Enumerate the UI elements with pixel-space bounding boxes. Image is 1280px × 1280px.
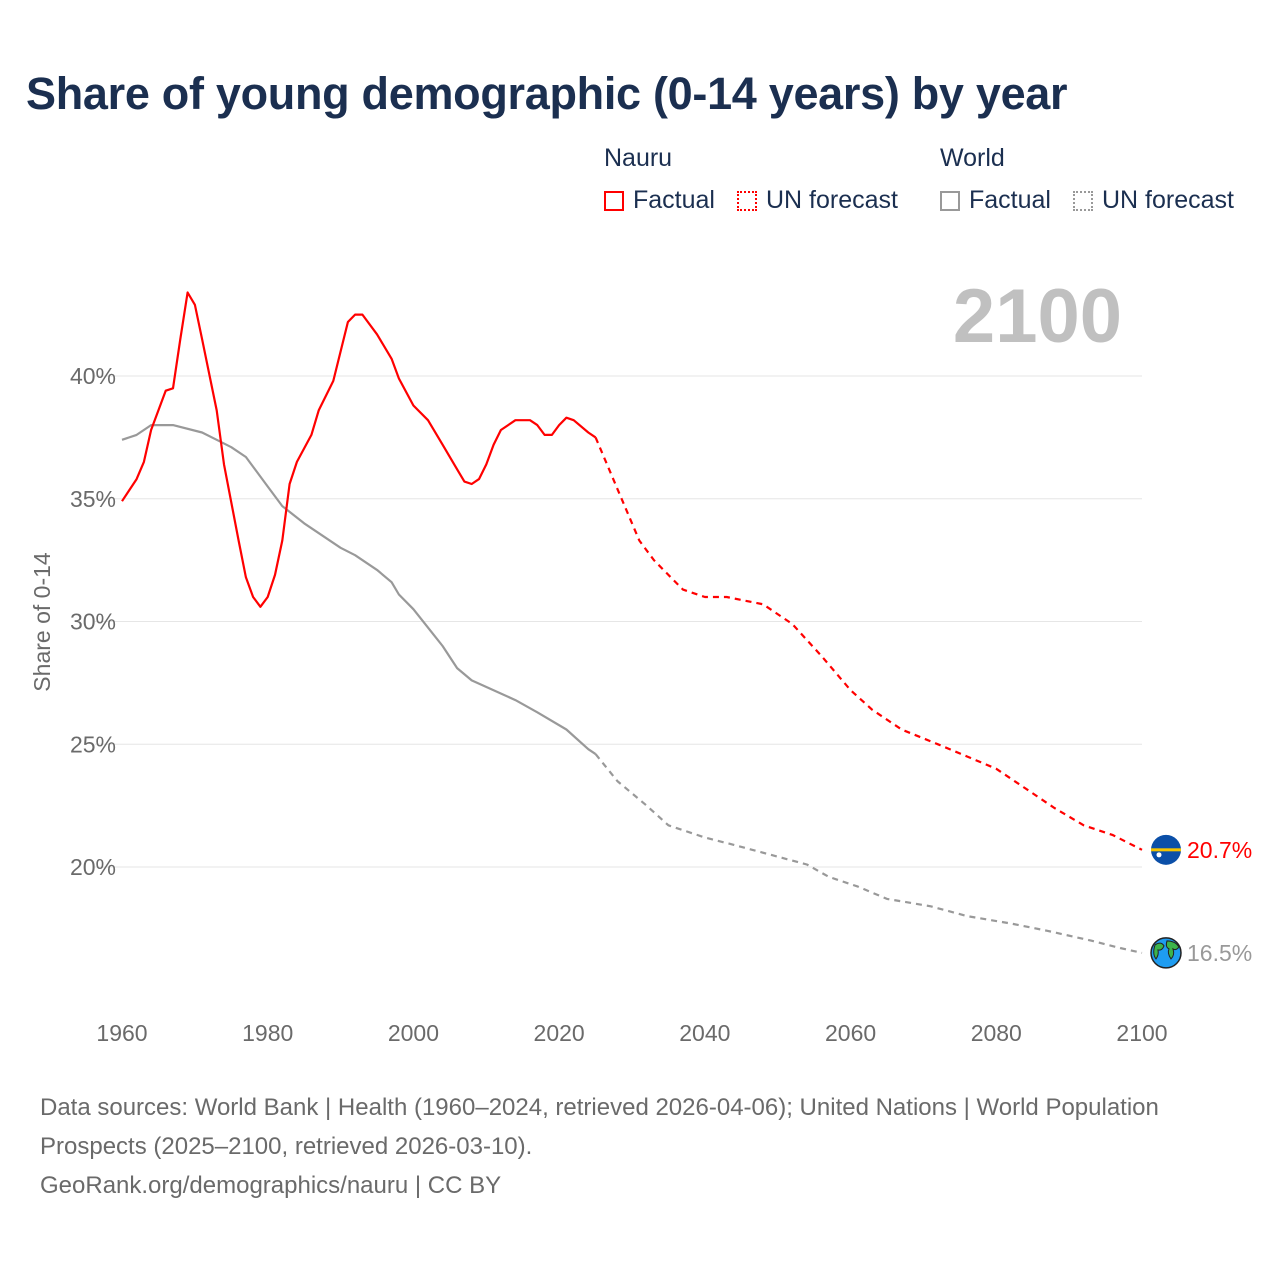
legend-world-title: World (940, 144, 1005, 172)
x-tick-label: 2020 (534, 1020, 585, 1046)
x-tick-label: 2000 (388, 1020, 439, 1046)
y-tick-label: 30% (70, 609, 116, 635)
end-value-label: 16.5% (1187, 940, 1252, 966)
data-sources: Data sources: World Bank | Health (1960–… (40, 1094, 1159, 1160)
x-tick-label: 2080 (971, 1020, 1022, 1046)
y-axis-label: Share of 0-14 (29, 552, 55, 692)
x-tick-label: 2040 (679, 1020, 730, 1046)
globe-land (1153, 942, 1165, 960)
legend-label: UN forecast (766, 186, 898, 214)
y-tick-label: 40% (70, 363, 116, 389)
y-tick-label: 25% (70, 731, 116, 757)
nauru-flag-icon (1151, 834, 1181, 865)
chart-title: Share of young demographic (0-14 years) … (26, 68, 1068, 119)
flag-star (1156, 852, 1162, 858)
legend-nauru-forecast[interactable]: UN forecast (737, 186, 898, 215)
year-display: 2100 (953, 274, 1122, 359)
credit-link[interactable]: GeoRank.org/demographics/nauru | CC BY (40, 1172, 502, 1199)
flag-stripe (1151, 848, 1181, 852)
legend-world-factual[interactable]: Factual (940, 186, 1051, 215)
footer: Data sources: World Bank | Health (1960–… (40, 1088, 1160, 1205)
x-tick-label: 1960 (96, 1020, 147, 1046)
x-tick-label: 1980 (242, 1020, 293, 1046)
world-forecast-line (594, 753, 1143, 954)
world-factual-line (121, 424, 597, 756)
legend-label: Factual (969, 186, 1051, 214)
legend-swatch-solid (604, 190, 624, 211)
y-tick-label: 35% (70, 486, 116, 512)
legend-nauru-factual[interactable]: Factual (604, 186, 715, 215)
legend-world-forecast[interactable]: UN forecast (1073, 186, 1234, 215)
legend-label: Factual (633, 186, 715, 214)
legend-swatch-solid (940, 190, 960, 211)
x-tick-label: 2060 (825, 1020, 876, 1046)
y-tick-label: 20% (70, 854, 116, 880)
legend-swatch-dotted (1073, 190, 1093, 211)
end-value-label: 20.7% (1187, 837, 1252, 863)
legend-label: UN forecast (1102, 186, 1234, 214)
globe-icon (1150, 937, 1182, 969)
globe-land (1165, 940, 1180, 960)
nauru-factual-line (121, 291, 597, 608)
legend-swatch-dotted (737, 190, 757, 211)
x-tick-label: 2100 (1116, 1020, 1167, 1046)
nauru-forecast-line (594, 436, 1143, 851)
legend-nauru-title: Nauru (604, 144, 673, 172)
